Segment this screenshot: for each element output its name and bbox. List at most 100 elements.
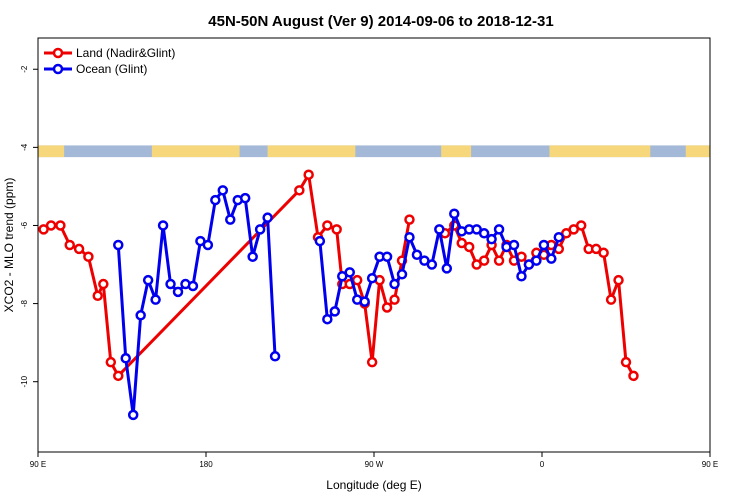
data-point <box>389 278 400 290</box>
series-1 <box>113 185 565 421</box>
y-axis-ticks: -2 -4 -6 -8 -10 <box>20 65 38 387</box>
data-point <box>83 251 94 262</box>
data-point <box>411 249 423 261</box>
data-point <box>331 224 342 235</box>
data-point <box>366 272 378 284</box>
data-point <box>426 259 438 270</box>
data-point <box>165 278 176 290</box>
data-point <box>538 239 550 251</box>
x-tick-label: 90 E <box>30 460 46 469</box>
x-tick-label: 90 E <box>702 460 718 469</box>
data-point <box>120 353 131 364</box>
x-axis-label: Longitude (deg E) <box>326 478 421 492</box>
data-point <box>113 370 124 382</box>
data-point <box>531 255 542 266</box>
y-tick-label: -8 <box>20 299 29 307</box>
x-tick-label: 180 <box>199 460 213 469</box>
data-point <box>478 228 490 239</box>
data-point <box>404 231 415 243</box>
data-point <box>381 302 393 313</box>
data-point <box>294 185 305 196</box>
plot-frame <box>37 37 711 453</box>
data-point <box>493 255 505 266</box>
data-point <box>404 214 415 225</box>
data-point <box>303 169 314 180</box>
data-point <box>553 231 565 243</box>
data-point <box>620 356 632 368</box>
data-point <box>172 286 184 298</box>
legend-land-swatch-marker <box>52 47 64 59</box>
data-point <box>381 251 393 262</box>
data-point <box>598 247 609 259</box>
data-point <box>344 267 355 278</box>
ocean-band <box>38 145 710 158</box>
data-point <box>127 409 139 421</box>
data-point <box>105 356 117 368</box>
data-point <box>351 274 363 286</box>
data-point <box>45 220 57 231</box>
legend-land-label: Land (Nadir&Glint) <box>76 46 175 60</box>
data-point <box>322 313 333 325</box>
y-tick-label: -4 <box>20 143 29 151</box>
land-band-segment <box>685 145 710 158</box>
land-ocean-band <box>38 145 710 158</box>
data-point <box>508 239 520 251</box>
data-point <box>98 278 109 290</box>
x-axis-ticks: 90 E 180 90 W 0 90 E <box>30 452 718 469</box>
data-point <box>157 220 169 231</box>
data-point <box>73 243 85 255</box>
x-tick-label: 0 <box>540 460 545 469</box>
data-point <box>359 296 370 307</box>
data-point <box>113 239 124 251</box>
data-point <box>389 294 400 305</box>
y-tick-label: -10 <box>20 375 29 387</box>
chart-title: 45N-50N August (Ver 9) 2014-09-06 to 201… <box>208 13 553 30</box>
series-line <box>116 188 277 417</box>
land-band-segment <box>549 145 651 158</box>
data-point <box>210 194 221 206</box>
data-point <box>254 224 266 235</box>
data-point <box>441 263 453 274</box>
data-point <box>262 212 273 223</box>
data-point <box>269 351 281 362</box>
data-point <box>463 241 475 253</box>
land-band-segment <box>267 145 356 158</box>
data-point <box>150 294 161 305</box>
data-point <box>516 270 527 282</box>
y-tick-label: -2 <box>20 65 29 73</box>
data-point <box>217 185 229 196</box>
data-point <box>247 251 258 262</box>
data-point <box>92 290 103 302</box>
data-point <box>314 235 326 247</box>
data-point <box>225 214 236 225</box>
series-layer <box>38 169 639 421</box>
data-point <box>55 220 66 231</box>
data-point <box>546 253 557 264</box>
data-point <box>486 233 497 245</box>
y-tick-label: -6 <box>20 221 29 229</box>
legend-ocean-swatch-marker <box>52 63 64 75</box>
data-point <box>605 294 617 305</box>
data-point <box>329 306 341 317</box>
data-point <box>366 356 378 368</box>
data-point <box>613 274 624 286</box>
land-band-segment <box>441 145 472 158</box>
data-point <box>135 310 146 321</box>
legend: Land (Nadir&Glint) Ocean (Glint) <box>44 46 175 76</box>
data-point <box>187 280 199 292</box>
data-point <box>434 224 445 235</box>
data-point <box>449 208 460 220</box>
data-point <box>396 269 408 280</box>
land-band-segment <box>151 145 240 158</box>
x-tick-label: 90 W <box>365 460 384 469</box>
data-point <box>493 224 505 235</box>
data-point <box>628 370 639 382</box>
data-point <box>239 192 251 204</box>
data-point <box>202 239 214 251</box>
data-point <box>322 220 333 231</box>
data-point <box>478 255 490 266</box>
land-band-segment <box>38 145 65 158</box>
y-axis-label: XCO2 - MLO trend (ppm) <box>2 178 16 313</box>
data-point <box>142 274 154 286</box>
